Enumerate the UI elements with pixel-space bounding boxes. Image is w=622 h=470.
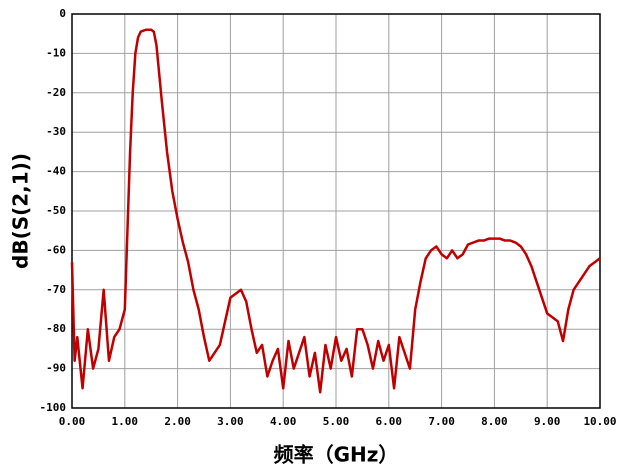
x-tick-label: 0.00 [59,415,86,428]
x-tick-label: 3.00 [217,415,244,428]
x-tick-label: 10.00 [583,415,616,428]
y-tick-label: -100 [40,401,67,414]
y-tick-label: -70 [46,283,66,296]
x-tick-label: 2.00 [164,415,191,428]
x-tick-label: 8.00 [481,415,508,428]
x-tick-label: 9.00 [534,415,561,428]
y-tick-label: -30 [46,125,66,138]
x-tick-label: 7.00 [428,415,455,428]
y-tick-label: 0 [59,7,66,20]
y-axis-label: dB(S(2,1)) [9,153,33,269]
y-tick-label: -80 [46,322,66,335]
x-tick-label: 4.00 [270,415,297,428]
y-tick-label: -20 [46,86,66,99]
data-line [70,28,601,394]
plot-border [71,13,601,409]
y-tick-label: -40 [46,165,66,178]
x-tick-label: 6.00 [376,415,403,428]
x-axis-label: 频率（GHz） [274,443,399,467]
x-tick-label: 5.00 [323,415,350,428]
y-tick-label: -50 [46,204,66,217]
y-tick-label: -60 [46,243,66,256]
y-tick-label: -90 [46,362,66,375]
y-tick-label: -10 [46,46,66,59]
x-tick-label: 1.00 [112,415,139,428]
